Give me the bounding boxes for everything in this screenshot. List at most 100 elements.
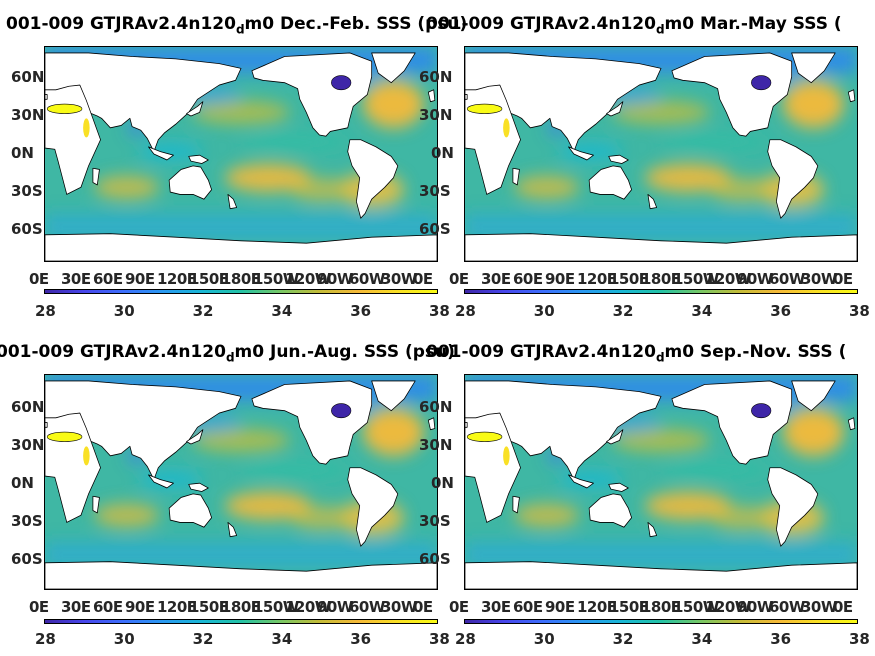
- lon-label: 0E: [833, 270, 853, 288]
- colorbar-tick: 30: [533, 302, 555, 320]
- lat-label: 0N: [431, 144, 454, 162]
- colorbar-tick: 34: [691, 302, 713, 320]
- colorbar: [464, 619, 858, 624]
- lon-label: 180E: [641, 598, 681, 616]
- lon-label: 0E: [449, 270, 469, 288]
- colorbar-tick: 36: [350, 630, 372, 648]
- lat-label: 30S: [11, 512, 43, 530]
- sss-map: [44, 374, 438, 590]
- lon-label: 60W: [769, 598, 805, 616]
- lon-label: 0E: [833, 598, 853, 616]
- lat-label: 60S: [11, 220, 43, 238]
- lon-label: 120E: [157, 270, 197, 288]
- panel-title: 001-009 GTJRAv2.4n120dm0 Sep.-Nov. SSS (: [426, 342, 847, 365]
- lon-label: 0E: [449, 598, 469, 616]
- lon-label: 150W: [673, 270, 719, 288]
- lon-label: 30E: [481, 270, 511, 288]
- lon-label: 0E: [29, 270, 49, 288]
- lon-label: 120W: [705, 270, 751, 288]
- lon-label: 90W: [737, 270, 773, 288]
- lon-label: 30W: [381, 598, 417, 616]
- lon-label: 60E: [93, 270, 123, 288]
- lat-label: 60N: [11, 68, 45, 86]
- lat-label: 0N: [431, 474, 454, 492]
- colorbar-tick: 32: [612, 302, 634, 320]
- lon-label: 120E: [577, 270, 617, 288]
- colorbar-tick: 28: [35, 302, 56, 320]
- lat-label: 60N: [11, 398, 45, 416]
- colorbar-tick: 38: [849, 630, 870, 648]
- lon-label: 150W: [673, 598, 719, 616]
- lon-label: 90W: [317, 270, 353, 288]
- lat-label: 60S: [419, 550, 451, 568]
- colorbar-tick: 36: [770, 630, 792, 648]
- colorbar: [464, 289, 858, 294]
- lat-label: 30N: [419, 106, 453, 124]
- lon-label: 90E: [545, 270, 575, 288]
- lon-label: 150W: [253, 270, 299, 288]
- lat-label: 60N: [419, 398, 453, 416]
- colorbar-tick: 36: [350, 302, 372, 320]
- lon-label: 180E: [221, 270, 261, 288]
- lon-label: 90E: [125, 270, 155, 288]
- lon-label: 0E: [29, 598, 49, 616]
- lon-label: 60W: [349, 270, 385, 288]
- lat-label: 30N: [419, 436, 453, 454]
- lat-label: 30S: [419, 182, 451, 200]
- sss-map: [44, 46, 438, 262]
- colorbar: [44, 619, 438, 624]
- colorbar-tick: 36: [770, 302, 792, 320]
- lon-label: 60W: [769, 270, 805, 288]
- lon-label: 30W: [801, 270, 837, 288]
- lat-label: 60N: [419, 68, 453, 86]
- lat-label: 30N: [11, 436, 45, 454]
- colorbar-tick: 38: [429, 630, 450, 648]
- colorbar: [44, 289, 438, 294]
- lat-label: 30N: [11, 106, 45, 124]
- lon-label: 30E: [481, 598, 511, 616]
- lon-label: 90W: [317, 598, 353, 616]
- colorbar-tick: 34: [271, 630, 293, 648]
- lon-label: 150E: [189, 270, 229, 288]
- lat-label: 30S: [419, 512, 451, 530]
- lon-label: 30W: [801, 598, 837, 616]
- lat-label: 0N: [11, 474, 34, 492]
- colorbar-tick: 30: [113, 630, 135, 648]
- lon-label: 90E: [545, 598, 575, 616]
- lon-label: 30E: [61, 598, 91, 616]
- lon-label: 60E: [513, 270, 543, 288]
- lon-label: 120W: [705, 598, 751, 616]
- lon-label: 0E: [413, 270, 433, 288]
- colorbar-tick: 32: [612, 630, 634, 648]
- panel-title: 001-009 GTJRAv2.4n120dm0 Mar.-May SSS (: [426, 14, 842, 37]
- colorbar-tick: 38: [429, 302, 450, 320]
- lon-label: 30W: [381, 270, 417, 288]
- lon-label: 120E: [577, 598, 617, 616]
- lon-label: 60E: [513, 598, 543, 616]
- colorbar-tick: 28: [455, 302, 476, 320]
- lon-label: 90W: [737, 598, 773, 616]
- colorbar-tick: 38: [849, 302, 870, 320]
- colorbar-tick: 34: [271, 302, 293, 320]
- lon-label: 150E: [189, 598, 229, 616]
- panel-title: 001-009 GTJRAv2.4n120dm0 Dec.-Feb. SSS (…: [6, 14, 468, 37]
- lon-label: 90E: [125, 598, 155, 616]
- lon-label: 180E: [641, 270, 681, 288]
- colorbar-tick: 28: [455, 630, 476, 648]
- lon-label: 0E: [413, 598, 433, 616]
- lat-label: 60S: [419, 220, 451, 238]
- colorbar-tick: 32: [192, 630, 214, 648]
- lon-label: 120W: [285, 598, 331, 616]
- colorbar-tick: 32: [192, 302, 214, 320]
- colorbar-tick: 34: [691, 630, 713, 648]
- colorbar-tick: 30: [533, 630, 555, 648]
- lat-label: 0N: [11, 144, 34, 162]
- sss-map: [464, 374, 858, 590]
- lon-label: 180E: [221, 598, 261, 616]
- lon-label: 150E: [609, 270, 649, 288]
- lon-label: 60W: [349, 598, 385, 616]
- colorbar-tick: 30: [113, 302, 135, 320]
- lat-label: 30S: [11, 182, 43, 200]
- lon-label: 30E: [61, 270, 91, 288]
- lon-label: 120E: [157, 598, 197, 616]
